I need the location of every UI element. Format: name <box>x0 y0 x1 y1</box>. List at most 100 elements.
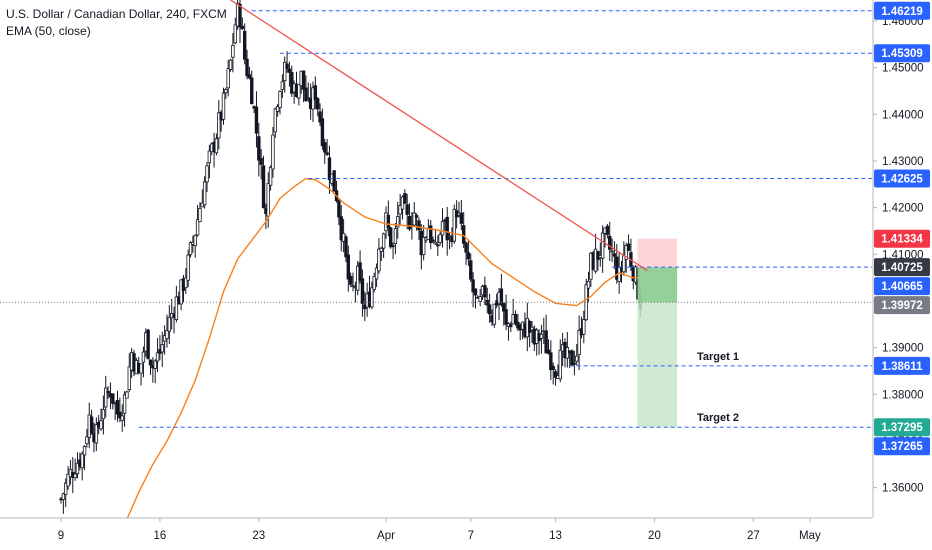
time-tick-label: 27 <box>747 530 760 542</box>
position-tool[interactable] <box>637 238 678 428</box>
candle-body <box>513 313 518 324</box>
price-label: 1.39972 <box>874 296 930 315</box>
candle <box>301 70 306 103</box>
candle-body <box>231 44 235 58</box>
candle-body <box>153 360 157 369</box>
candle <box>120 404 124 432</box>
candle <box>509 321 513 333</box>
candle <box>575 343 579 366</box>
indicator-label[interactable]: EMA (50, close) <box>6 24 91 38</box>
price-tick-label: 1.36000 <box>882 483 924 495</box>
candle-body <box>405 204 409 215</box>
candle <box>499 273 504 307</box>
candle-body <box>471 279 475 293</box>
candle <box>464 241 468 265</box>
candle-body <box>608 235 612 250</box>
candle-body <box>297 83 301 99</box>
candle <box>344 234 348 263</box>
price-label-text: 1.38611 <box>882 361 924 373</box>
candle <box>254 91 259 148</box>
candle <box>403 189 407 205</box>
candle <box>61 492 66 514</box>
price-label-text: 1.37295 <box>881 422 923 434</box>
candle-body <box>370 287 374 308</box>
price-tick-label: 1.39000 <box>882 343 924 355</box>
candle <box>370 281 374 310</box>
candle <box>414 213 419 231</box>
candle <box>570 349 574 366</box>
price-label: 1.46219 <box>874 1 930 20</box>
candle-body <box>195 219 200 236</box>
candle-body <box>273 108 278 133</box>
candle-body <box>238 3 242 28</box>
candle-body <box>570 350 574 366</box>
candle-body <box>323 142 327 153</box>
candle <box>360 269 365 317</box>
candle-body <box>61 493 66 500</box>
candle <box>75 452 80 479</box>
candle <box>473 288 478 309</box>
price-label-box <box>874 296 930 315</box>
candle-body <box>205 165 209 183</box>
candle-body <box>436 244 440 247</box>
candle <box>396 201 400 239</box>
time-tick-label: 20 <box>648 530 661 542</box>
candle <box>492 303 497 328</box>
trendline-layer[interactable] <box>230 0 648 272</box>
candle-body <box>160 344 164 353</box>
candle-body <box>280 81 285 90</box>
candle <box>250 70 254 105</box>
candle <box>393 222 398 255</box>
candle-body <box>483 285 487 298</box>
candle <box>431 236 435 244</box>
candle-body <box>377 248 381 272</box>
candle-body <box>586 280 591 289</box>
candle-body <box>575 355 579 362</box>
candle <box>214 133 219 156</box>
price-label: 1.40725 <box>874 258 930 277</box>
candle-body <box>464 242 468 253</box>
candle-body <box>327 157 332 181</box>
price-label-text: 1.40665 <box>881 281 923 293</box>
symbol-title[interactable]: U.S. Dollar / Canadian Dollar, 240, FXCM <box>6 7 227 21</box>
candle-body <box>104 387 108 408</box>
candle-body <box>285 63 289 69</box>
candle-body <box>148 359 153 366</box>
candle-body <box>315 98 320 110</box>
price-tick-label: 1.38000 <box>882 389 924 401</box>
candle <box>593 233 598 274</box>
candle <box>608 221 612 262</box>
candle <box>240 17 245 30</box>
price-label-box <box>874 418 930 437</box>
price-label-box <box>874 44 930 63</box>
candle <box>153 358 157 384</box>
candle <box>483 276 487 306</box>
candle <box>504 294 508 331</box>
candle <box>544 314 548 354</box>
candle <box>233 17 237 45</box>
candle <box>332 170 336 192</box>
time-axis[interactable]: 9 16 23 Apr 7 13 20 27 May <box>0 517 872 542</box>
candle-body <box>125 391 129 399</box>
chart-legend[interactable]: U.S. Dollar / Canadian Dollar, 240, FXCM… <box>6 6 227 40</box>
profit-zone-active <box>637 267 678 303</box>
price-label-box <box>874 1 930 20</box>
candle-body <box>558 349 562 380</box>
candle <box>231 33 235 73</box>
price-labels: 1.46219 1.45309 1.42625 1.41334 1.40725 1.406… <box>874 1 930 456</box>
price-tick-label: 1.44000 <box>882 109 924 121</box>
candle-body <box>198 208 202 223</box>
candle <box>600 225 605 273</box>
candle <box>290 65 294 97</box>
price-label: 1.42625 <box>874 169 930 188</box>
horizontal-levels[interactable]: Target 1 Target 2 <box>0 10 872 428</box>
candle <box>582 310 586 344</box>
candle <box>139 363 143 386</box>
candle-body <box>186 254 190 281</box>
candle <box>226 60 230 97</box>
candle-body <box>478 296 482 302</box>
candle-body <box>348 275 353 285</box>
candle <box>327 145 332 194</box>
candle-body <box>188 242 193 256</box>
